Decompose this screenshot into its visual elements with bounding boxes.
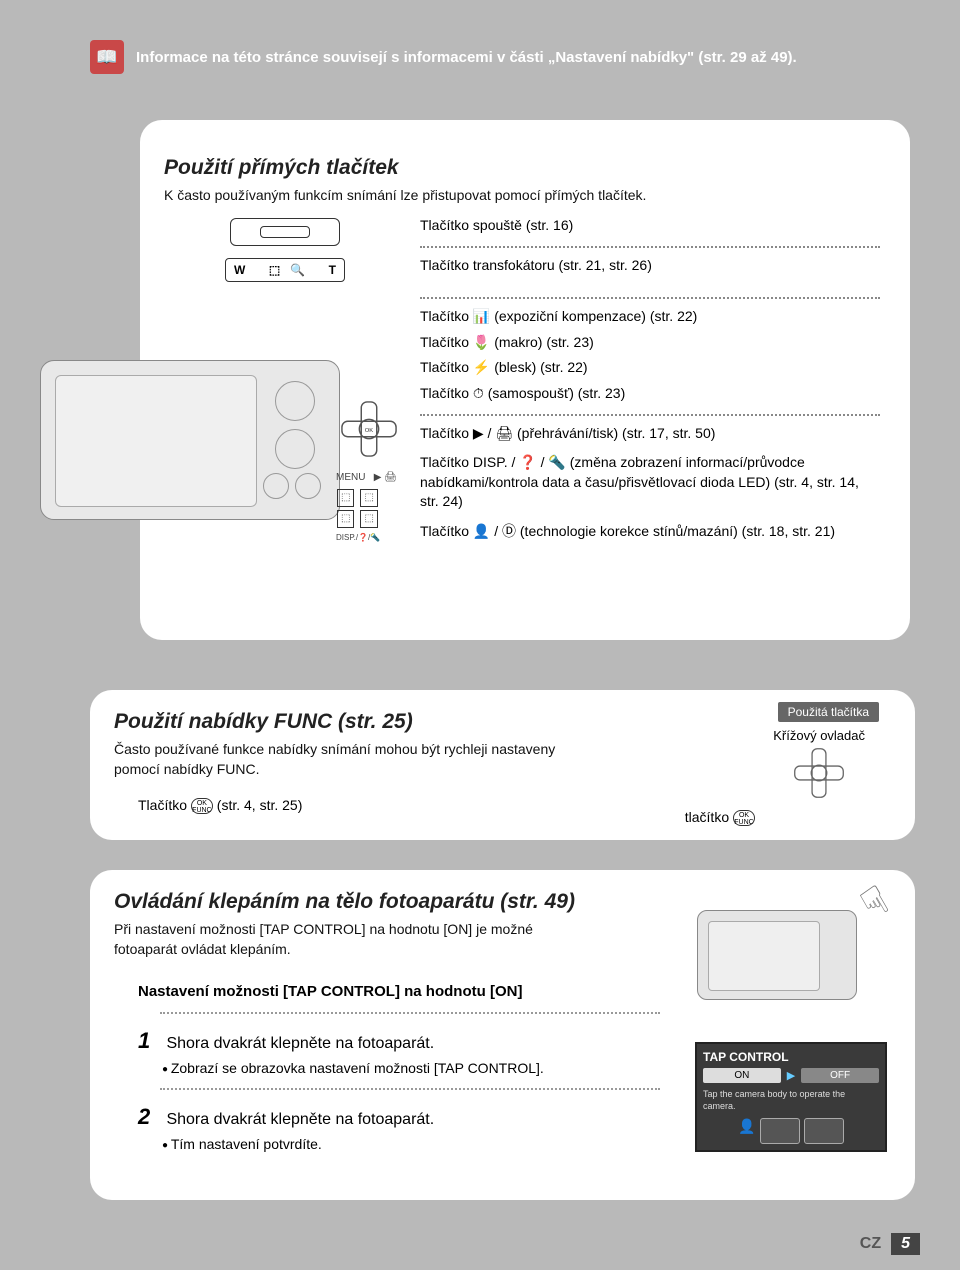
lcd-off-button[interactable]: OFF: [801, 1068, 879, 1083]
tlacitko-label: tlačítko OKFUNC: [685, 809, 755, 826]
wt-w: W: [234, 263, 245, 277]
disp-button-label: Tlačítko DISP. / ❓ / 🔦 (změna zobrazení …: [420, 453, 880, 512]
step-2-text: Shora dvakrát klepněte na fotoaparát.: [166, 1111, 434, 1128]
ok-func-icon-2: OKFUNC: [733, 810, 755, 826]
play-button-label: Tlačítko ▶ / 🖨 (přehrávání/tisk) (str. 1…: [420, 424, 880, 444]
card2-subtitle: Často používané funkce nabídky snímání m…: [114, 740, 564, 779]
lcd-on-button[interactable]: ON: [703, 1068, 781, 1083]
page-footer: CZ 5: [860, 1233, 920, 1255]
footer-lang: CZ: [860, 1235, 881, 1253]
button-list: Tlačítko spouště (str. 16) Tlačítko tran…: [420, 210, 880, 548]
lcd-hint: Tap the camera body to operate the camer…: [703, 1089, 879, 1112]
shadow-button-label: Tlačítko 👤 / Ⓓ (technologie korekce stín…: [420, 522, 880, 542]
step-1-text: Shora dvakrát klepněte na fotoaparát.: [166, 1035, 434, 1052]
cross-label: Křížový ovladač: [773, 728, 865, 743]
camera-back-illustration: [40, 360, 340, 520]
cross-controller: Křížový ovladač: [773, 728, 865, 799]
lcd-title: TAP CONTROL: [703, 1050, 879, 1064]
person-icon: 👤: [738, 1118, 755, 1144]
wt-t: T: [329, 263, 336, 277]
flash-button-label: Tlačítko ⚡ (blesk) (str. 22): [420, 358, 880, 378]
tap-illustration: ☟: [687, 880, 887, 1000]
lcd-panel: TAP CONTROL ON ▶ OFF Tap the camera body…: [695, 1042, 887, 1152]
func-button-ref: Tlačítko OKFUNC (str. 4, str. 25): [138, 797, 891, 814]
card3-subtitle: Při nastavení možnosti [TAP CONTROL] na …: [114, 920, 564, 959]
shutter-button-label: Tlačítko spouště (str. 16): [420, 216, 880, 236]
selftimer-button-label: Tlačítko ⏱ (samospoušť) (str. 23): [420, 384, 880, 404]
exp-button-label: Tlačítko 📊 (expoziční kompenzace) (str. …: [420, 307, 880, 327]
shutter-illustration: [230, 218, 340, 246]
footer-page: 5: [891, 1233, 920, 1255]
arrow-icon: ▶: [787, 1069, 795, 1082]
small-button-icons: MENU ▶ 🖨 ⬚⬚ ⬚⬚ DISP./❓/🔦: [336, 470, 402, 545]
step-2: 2 Shora dvakrát klepněte na fotoaparát.: [138, 1104, 648, 1130]
ok-func-icon: OKFUNC: [191, 798, 213, 814]
step-1: 1 Shora dvakrát klepněte na fotoaparát.: [138, 1028, 648, 1054]
used-buttons-label: Použitá tlačítka: [778, 702, 879, 722]
svg-text:OK: OK: [365, 428, 374, 434]
zoom-wt-illustration: W ⬚ 🔍 T: [225, 258, 345, 282]
step-2-number: 2: [138, 1104, 162, 1130]
card1-subtitle: K často používaným funkcím snímání lze p…: [164, 186, 886, 206]
direct-buttons-card: Použití přímých tlačítek K často používa…: [140, 120, 910, 640]
func-menu-card: Použití nabídky FUNC (str. 25) Často pou…: [90, 690, 915, 840]
tap-control-card: Ovládání klepáním na tělo fotoaparátu (s…: [90, 870, 915, 1200]
zoom-button-label: Tlačítko transfokátoru (str. 21, str. 26…: [420, 256, 880, 276]
dpad-illustration: OK: [340, 400, 398, 458]
macro-button-label: Tlačítko 🌷 (makro) (str. 23): [420, 333, 880, 353]
step-1-number: 1: [138, 1028, 162, 1054]
header-text: Informace na této stránce souvisejí s in…: [136, 49, 797, 66]
header-bar: 📖 Informace na této stránce souvisejí s …: [90, 40, 930, 74]
book-icon: 📖: [90, 40, 124, 74]
card1-title: Použití přímých tlačítek: [164, 156, 886, 180]
